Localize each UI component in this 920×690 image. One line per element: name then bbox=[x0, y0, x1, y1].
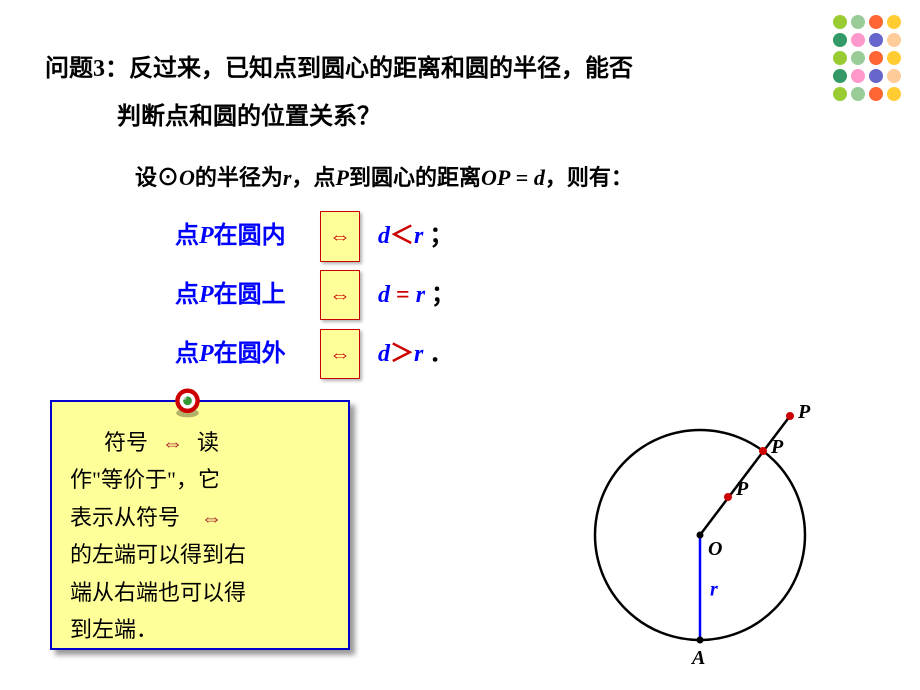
deco-dot bbox=[869, 33, 883, 47]
circle-diagram: OrAPPP bbox=[560, 380, 860, 680]
deco-dot bbox=[851, 33, 865, 47]
rule-row: 点P在圆上⇔ d = r ； bbox=[175, 269, 455, 322]
deco-dot bbox=[887, 33, 901, 47]
question-line2: 判断点和圆的位置关系？ bbox=[117, 104, 381, 130]
svg-text:P: P bbox=[735, 478, 749, 500]
svg-text:O: O bbox=[708, 538, 722, 560]
equiv-arrow-box: ⇔ bbox=[320, 211, 360, 261]
deco-dot bbox=[869, 87, 883, 101]
rule-rhs: d＞r ． bbox=[378, 328, 453, 381]
equiv-icon: ⇔ bbox=[162, 430, 184, 455]
deco-dot bbox=[887, 69, 901, 83]
deco-dot bbox=[833, 33, 847, 47]
deco-dot bbox=[851, 69, 865, 83]
deco-dot bbox=[887, 87, 901, 101]
rule-rhs: d = r ； bbox=[378, 269, 455, 322]
svg-text:P: P bbox=[770, 436, 784, 458]
deco-dot bbox=[833, 15, 847, 29]
rule-lhs: 点P在圆内 bbox=[175, 210, 320, 263]
equiv-arrow-box: ⇔ bbox=[320, 270, 360, 320]
deco-dot bbox=[887, 51, 901, 65]
given-statement: 设⊙O的半径为r，点P到圆心的距离OP = d，则有： bbox=[135, 160, 633, 192]
svg-text:P: P bbox=[797, 401, 811, 423]
rule-row: 点P在圆内⇔ d＜r ； bbox=[175, 210, 455, 263]
rule-row: 点P在圆外⇔ d＞r ． bbox=[175, 328, 455, 381]
rule-lhs: 点P在圆外 bbox=[175, 328, 320, 381]
question-text: 问题3：反过来，已知点到圆心的距离和圆的半径，能否 判断点和圆的位置关系？ bbox=[45, 45, 725, 141]
deco-dot bbox=[869, 69, 883, 83]
deco-dot bbox=[851, 15, 865, 29]
svg-text:A: A bbox=[690, 647, 705, 669]
deco-dot bbox=[833, 69, 847, 83]
question-line1: 反过来，已知点到圆心的距离和圆的半径，能否 bbox=[129, 56, 633, 82]
deco-dot bbox=[833, 51, 847, 65]
deco-dot bbox=[833, 87, 847, 101]
svg-text:r: r bbox=[710, 579, 718, 601]
rule-lhs: 点P在圆上 bbox=[175, 269, 320, 322]
pin-icon bbox=[170, 385, 205, 420]
equiv-arrow-box: ⇔ bbox=[320, 329, 360, 379]
question-label: 问题3： bbox=[45, 56, 129, 82]
corner-dots bbox=[833, 15, 905, 105]
equivalence-rules: 点P在圆内⇔d＜r ；点P在圆上⇔d = r ；点P在圆外⇔d＞r ． bbox=[175, 210, 455, 386]
deco-dot bbox=[869, 51, 883, 65]
deco-dot bbox=[851, 51, 865, 65]
rule-rhs: d＜r ； bbox=[378, 210, 453, 263]
deco-dot bbox=[887, 15, 901, 29]
deco-dot bbox=[851, 87, 865, 101]
equiv-icon: ⇔ bbox=[201, 505, 223, 530]
note-box: 符号 ⇔ 读 作"等价于"，它 表示从符号 ⇔ 的左端可以得到右 端从右端也可以… bbox=[50, 400, 350, 650]
deco-dot bbox=[869, 15, 883, 29]
